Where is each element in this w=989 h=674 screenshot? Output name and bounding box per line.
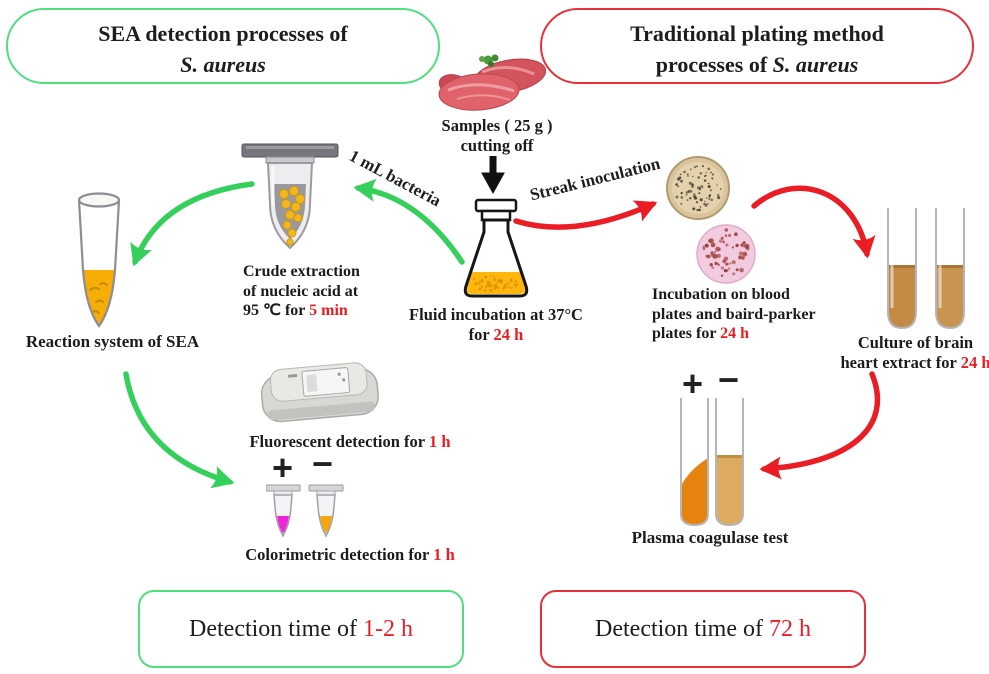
reaction-system-label: Reaction system of SEA (25, 332, 200, 351)
culture-line1: Culture of brain (857, 333, 974, 352)
culture-line2-prefix: heart extract for (840, 353, 961, 373)
samples-line2: cutting off (460, 136, 534, 156)
plasma-plus-sign: + (682, 363, 704, 404)
fluorescent-time: 1 h (428, 432, 451, 451)
colorimetric-time: 1 h (433, 545, 455, 564)
fluid-time: 24 h (493, 325, 524, 345)
incubation-line3-prefix: plates for (652, 325, 721, 343)
arrow-red-plate-to-culture (751, 185, 876, 259)
crude-line2: of nucleic acid at (243, 282, 359, 300)
fluid-line1: Fluid incubation at 37°C (409, 305, 583, 324)
crude-time: 5 min (309, 302, 348, 320)
culture-label: Culture of brain heart extract for 24 h (838, 333, 989, 373)
plasma-minus-sign: − (718, 359, 740, 400)
fluorescent-prefix: Fluorescent detection for (249, 432, 429, 451)
colorimetric-tubes-icon (266, 484, 344, 538)
reaction-tube-icon (77, 192, 121, 328)
colorimetric-prefix: Colorimetric detection for (245, 545, 434, 564)
summary-right-prefix: Detection time of (595, 615, 769, 642)
plasma-tubes-icon (680, 398, 744, 527)
crude-line1: Crude extraction (243, 263, 360, 280)
incubation-label: Incubation on blood plates and baird-par… (652, 285, 847, 344)
summary-left-prefix: Detection time of (189, 615, 363, 642)
crude-extraction-label: Crude extraction of nucleic acid at 95 ℃… (243, 262, 423, 321)
title-left-line2: S. aureus (180, 51, 266, 77)
title-box-sea-process: SEA detection processes of S. aureus (6, 8, 440, 84)
colorimetric-minus-sign: − (312, 443, 334, 484)
incubation-line2: plates and baird-parker (652, 305, 816, 323)
meat-sample-icon (438, 54, 547, 111)
branch-label-streak-inoculation: Streak inoculation (528, 153, 662, 205)
fluid-line2-prefix: for (468, 325, 494, 345)
culture-time: 24 h (960, 353, 989, 373)
blood-plate-icon (696, 224, 756, 284)
title-right-line2-italic: S. aureus (772, 51, 859, 77)
title-left-line1: SEA detection processes of (98, 21, 348, 46)
baird-parker-plate-icon (666, 156, 730, 220)
plasma-coagulase-label: Plasma coagulase test (631, 528, 789, 547)
summary-right-time: 72 h (768, 615, 811, 642)
summary-left-time: 1-2 h (362, 615, 413, 642)
fluorescence-reader-icon (260, 362, 379, 423)
title-box-traditional-process: Traditional plating method processes of … (540, 8, 974, 84)
fluid-incubation-label: Fluid incubation at 37°C for 24 h (398, 305, 594, 345)
colorimetric-plus-sign: + (272, 447, 294, 488)
arrow-green-reaction-to-detection (123, 371, 235, 489)
flask-icon (463, 198, 529, 298)
samples-line1: Samples ( 25 g ) (441, 116, 553, 135)
colorimetric-detection-label: Colorimetric detection for 1 h (220, 545, 480, 565)
incubation-line1: Incubation on blood (652, 286, 790, 303)
microtube-icon (241, 143, 339, 250)
arrow-green-crude-to-reaction (130, 181, 255, 267)
culture-tubes-icon (887, 208, 965, 330)
summary-box-sea: Detection time of 1-2 h (138, 590, 464, 668)
crude-line3-prefix: 95 ℃ for (243, 302, 310, 320)
title-right-line2-prefix: processes of (655, 51, 773, 77)
title-right-line1: Traditional plating method (630, 21, 884, 46)
summary-box-traditional: Detection time of 72 h (540, 590, 866, 668)
arrow-green-flask-to-crude (353, 178, 465, 265)
fluorescent-detection-label: Fluorescent detection for 1 h (235, 432, 465, 452)
samples-label: Samples ( 25 g ) cutting off (407, 116, 587, 156)
arrow-red-culture-to-plasma (759, 371, 881, 480)
incubation-time: 24 h (720, 325, 750, 343)
